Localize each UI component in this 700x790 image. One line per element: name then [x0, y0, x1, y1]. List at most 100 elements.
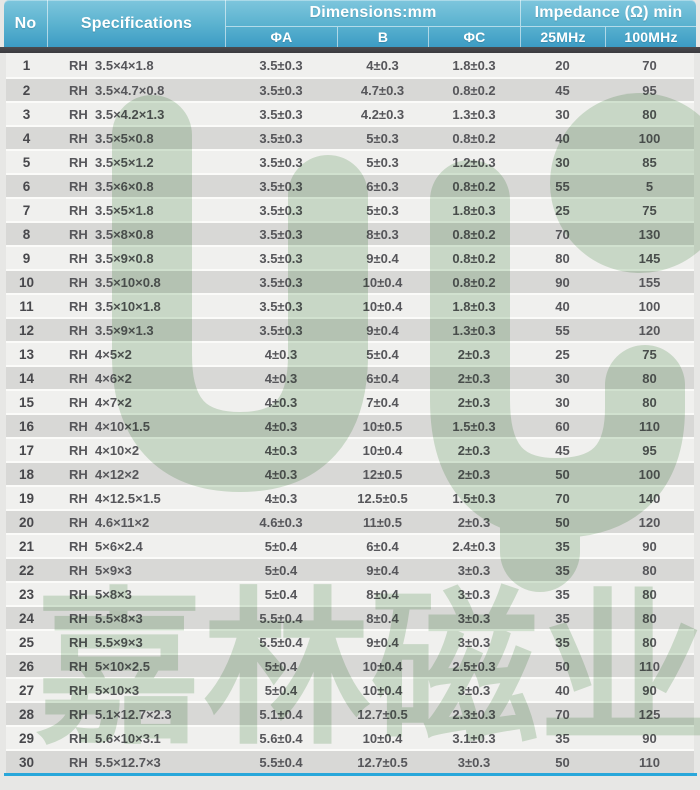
- row-dim-phi-a: 3.5±0.3: [259, 106, 303, 122]
- row-dim-phi-a: 3.5±0.3: [259, 82, 303, 98]
- table-header: No Specifications Dimensions:mm Impedanc…: [4, 0, 696, 47]
- row-impedance-25mhz: 90: [555, 274, 570, 290]
- row-impedance-25mhz: 55: [555, 178, 570, 194]
- row-specification: RH 4×12×2: [69, 466, 140, 482]
- row-impedance-25mhz: 50: [555, 754, 570, 770]
- row-impedance-25mhz: 70: [555, 226, 570, 242]
- row-dim-phi-a: 4±0.3: [264, 394, 298, 410]
- row-specification: RH 4×10×2: [69, 442, 140, 458]
- row-specification: RH 5.1×12.7×2.3: [69, 706, 172, 722]
- row-no: 30: [18, 754, 35, 770]
- row-no: 15: [18, 394, 35, 410]
- row-dim-phi-a: 4±0.3: [264, 370, 298, 386]
- row-dim-phi-c: 1.3±0.3: [452, 106, 496, 122]
- row-dim-phi-a: 4±0.3: [264, 418, 298, 434]
- row-dim-phi-c: 2.4±0.3: [452, 538, 496, 554]
- table-row: 22 RH 5×9×3 5±0.4 9±0.4 3±0.3 35 80: [6, 557, 694, 581]
- row-dim-phi-c: 2±0.3: [457, 466, 491, 482]
- row-dim-phi-a: 4±0.3: [264, 346, 298, 362]
- row-no: 19: [18, 490, 35, 506]
- row-impedance-25mhz: 35: [555, 586, 570, 602]
- row-specification: RH 4.6×11×2: [69, 514, 150, 530]
- row-dim-b: 12.7±0.5: [357, 706, 408, 722]
- row-impedance-100mhz: 80: [642, 634, 657, 650]
- table-row: 4 RH 3.5×5×0.8 3.5±0.3 5±0.3 0.8±0.2 40 100: [6, 125, 694, 149]
- row-impedance-100mhz: 80: [642, 610, 657, 626]
- row-dim-phi-a: 3.5±0.3: [259, 57, 303, 73]
- table-row: 9 RH 3.5×9×0.8 3.5±0.3 9±0.4 0.8±0.2 80 145: [6, 245, 694, 269]
- row-impedance-100mhz: 90: [642, 682, 657, 698]
- row-specification: RH 5×10×2.5: [69, 658, 150, 674]
- table-row: 26 RH 5×10×2.5 5±0.4 10±0.4 2.5±0.3 50 110: [6, 653, 694, 677]
- table-row: 20 RH 4.6×11×2 4.6±0.3 11±0.5 2±0.3 50 120: [6, 509, 694, 533]
- header-separator-bar: [0, 47, 700, 53]
- row-dim-b: 10±0.4: [362, 274, 403, 290]
- row-no: 13: [18, 346, 35, 362]
- row-dim-b: 10±0.4: [362, 658, 403, 674]
- row-impedance-100mhz: 110: [639, 418, 660, 434]
- row-dim-b: 5±0.3: [366, 154, 399, 170]
- row-dim-b: 12.7±0.5: [357, 754, 408, 770]
- row-impedance-25mhz: 20: [555, 57, 570, 73]
- row-no: 7: [22, 202, 31, 218]
- row-specification: RH 5.5×8×3: [69, 610, 143, 626]
- table-row: 27 RH 5×10×3 5±0.4 10±0.4 3±0.3 40 90: [6, 677, 694, 701]
- row-impedance-25mhz: 30: [555, 106, 570, 122]
- header-dimensions-group: Dimensions:mm: [225, 0, 520, 26]
- row-dim-b: 10±0.4: [362, 682, 403, 698]
- row-no: 18: [18, 466, 35, 482]
- row-impedance-100mhz: 80: [642, 586, 657, 602]
- row-dim-phi-c: 1.2±0.3: [452, 154, 496, 170]
- row-impedance-25mhz: 70: [555, 490, 570, 506]
- row-impedance-25mhz: 70: [555, 706, 570, 722]
- row-no: 11: [19, 298, 34, 314]
- row-no: 8: [22, 226, 31, 242]
- table-row: 30 RH 5.5×12.7×3 5.5±0.4 12.7±0.5 3±0.3 50 110: [6, 749, 694, 773]
- bottom-accent-line: [4, 773, 697, 776]
- row-dim-b: 8±0.3: [366, 226, 399, 242]
- row-specification: RH 4×5×2: [69, 346, 132, 362]
- row-dim-phi-a: 5.5±0.4: [259, 754, 303, 770]
- row-dim-phi-c: 0.8±0.2: [452, 178, 496, 194]
- row-impedance-100mhz: 75: [642, 202, 657, 218]
- table-row: 25 RH 5.5×9×3 5.5±0.4 9±0.4 3±0.3 35 80: [6, 629, 694, 653]
- table-row: 16 RH 4×10×1.5 4±0.3 10±0.5 1.5±0.3 60 110: [6, 413, 694, 437]
- row-impedance-25mhz: 80: [555, 250, 570, 266]
- row-dim-phi-a: 4±0.3: [264, 466, 298, 482]
- row-dim-phi-a: 5.1±0.4: [259, 706, 303, 722]
- row-impedance-100mhz: 95: [642, 82, 657, 98]
- row-specification: RH 4×10×1.5: [69, 418, 150, 434]
- table-rows: 1 RH 3.5×4×1.8 3.5±0.3 4±0.3 1.8±0.3 20 70 2 RH …: [0, 53, 700, 773]
- table-row: 10 RH 3.5×10×0.8 3.5±0.3 10±0.4 0.8±0.2 90 155: [6, 269, 694, 293]
- header-phi-c: ΦC: [428, 26, 520, 47]
- row-dim-b: 12±0.5: [362, 466, 403, 482]
- row-dim-b: 5±0.4: [366, 346, 399, 362]
- row-impedance-100mhz: 90: [642, 730, 657, 746]
- row-impedance-100mhz: 80: [642, 562, 657, 578]
- row-no: 16: [18, 418, 35, 434]
- row-no: 20: [18, 514, 35, 530]
- row-dim-b: 8±0.4: [366, 586, 399, 602]
- row-no: 23: [18, 586, 35, 602]
- row-dim-phi-c: 0.8±0.2: [452, 250, 496, 266]
- row-dim-phi-c: 1.8±0.3: [452, 298, 496, 314]
- header-no: No: [14, 14, 37, 32]
- row-dim-b: 9±0.4: [366, 562, 399, 578]
- row-dim-phi-c: 2±0.3: [457, 514, 491, 530]
- row-dim-phi-c: 1.3±0.3: [452, 322, 496, 338]
- row-specification: RH 5×10×3: [69, 682, 140, 698]
- row-specification: RH 5.6×10×3.1: [69, 730, 161, 746]
- row-specification: RH 3.5×4.2×1.3: [69, 106, 165, 122]
- row-no: 14: [18, 370, 35, 386]
- row-dim-b: 5±0.3: [366, 130, 399, 146]
- row-impedance-100mhz: 100: [638, 466, 661, 482]
- table-row: 6 RH 3.5×6×0.8 3.5±0.3 6±0.3 0.8±0.2 55 5: [6, 173, 694, 197]
- row-dim-phi-c: 3±0.3: [457, 634, 491, 650]
- row-dim-phi-c: 2.3±0.3: [452, 706, 496, 722]
- table-row: 12 RH 3.5×9×1.3 3.5±0.3 9±0.4 1.3±0.3 55 120: [6, 317, 694, 341]
- table-row: 14 RH 4×6×2 4±0.3 6±0.4 2±0.3 30 80: [6, 365, 694, 389]
- row-no: 28: [18, 706, 35, 722]
- row-impedance-25mhz: 40: [555, 682, 570, 698]
- row-dim-phi-a: 3.5±0.3: [259, 202, 303, 218]
